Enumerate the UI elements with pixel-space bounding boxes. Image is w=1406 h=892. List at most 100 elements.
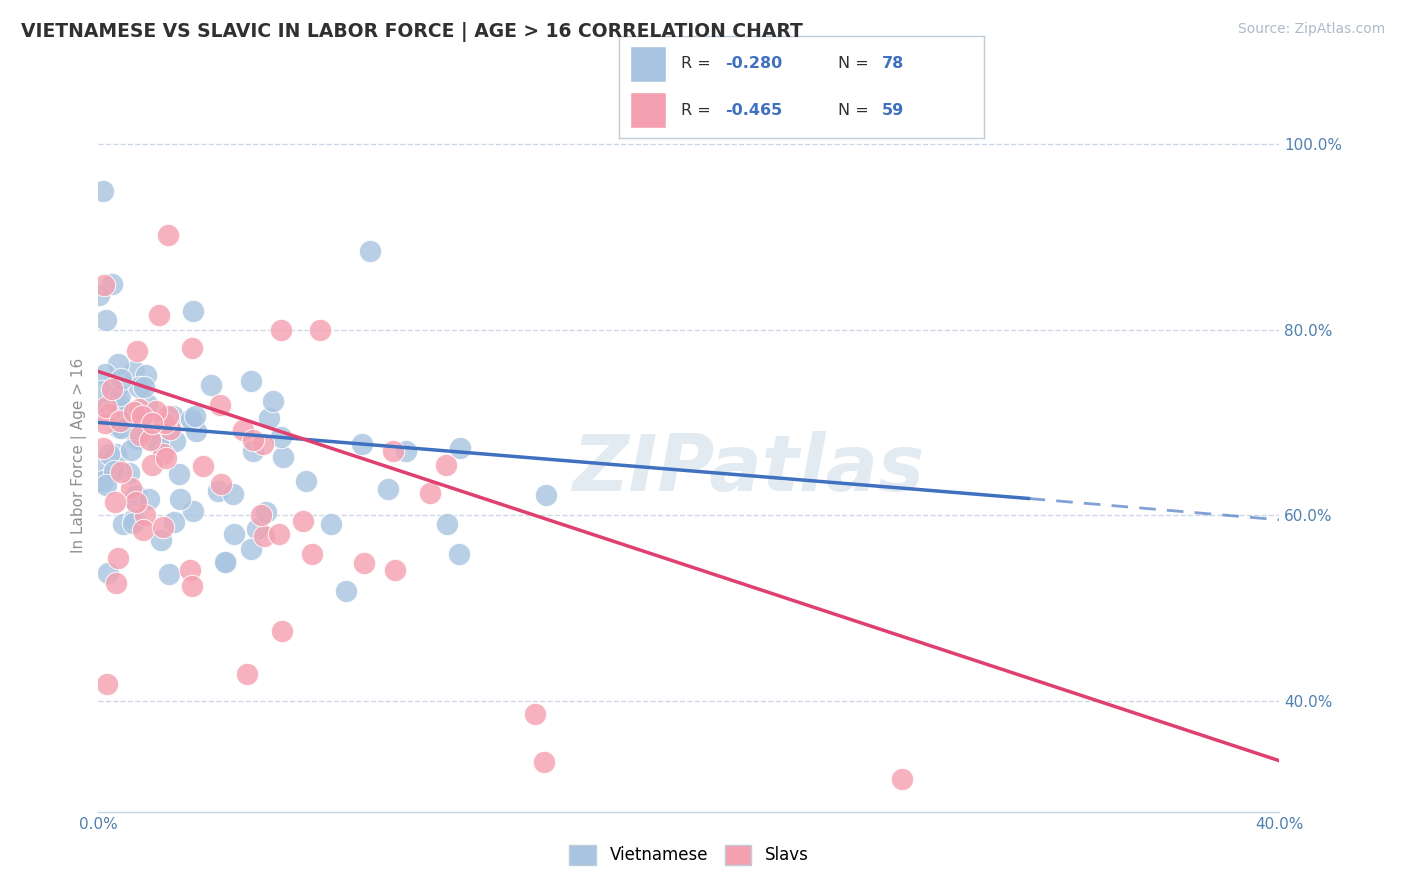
Point: [107, 357, 129, 371]
Point: [252, 437, 274, 451]
Point: [101, 277, 124, 292]
Point: [180, 412, 202, 426]
Text: ZIPatlas: ZIPatlas: [572, 431, 924, 508]
Point: [93, 399, 115, 413]
Point: [249, 508, 271, 523]
Point: [91, 474, 114, 488]
Point: [384, 563, 406, 577]
Point: [104, 495, 127, 509]
Point: [139, 434, 162, 448]
Point: [156, 409, 179, 423]
Point: [246, 522, 269, 536]
Point: [257, 411, 280, 425]
Y-axis label: In Labor Force | Age > 16: In Labor Force | Age > 16: [72, 358, 87, 552]
Text: N =: N =: [838, 103, 875, 118]
Point: [98, 447, 121, 461]
Point: [157, 567, 180, 582]
Text: R =: R =: [681, 56, 716, 71]
Point: [186, 424, 208, 438]
Point: [254, 505, 277, 519]
Point: [96, 677, 118, 691]
Point: [200, 377, 222, 392]
Point: [108, 388, 131, 402]
Point: [131, 523, 153, 537]
Point: [108, 408, 131, 422]
Point: [321, 517, 343, 532]
Point: [96, 400, 118, 414]
Point: [148, 435, 170, 450]
Point: [98, 408, 121, 422]
Point: [524, 707, 547, 722]
Point: [207, 484, 229, 499]
Point: [148, 309, 170, 323]
Text: R =: R =: [681, 103, 716, 118]
Point: [122, 363, 145, 377]
Text: 59: 59: [882, 103, 904, 118]
Point: [125, 488, 148, 502]
Point: [94, 416, 117, 430]
Point: [104, 384, 127, 399]
Point: [180, 341, 202, 355]
Point: [132, 380, 155, 394]
Point: [208, 398, 231, 412]
Point: [152, 520, 174, 534]
Point: [253, 529, 276, 543]
Point: [295, 474, 318, 488]
Point: [239, 374, 262, 388]
Point: [271, 450, 294, 464]
Point: [183, 504, 205, 518]
Point: [163, 516, 186, 530]
Point: [169, 492, 191, 507]
Point: [434, 458, 457, 472]
Point: [291, 514, 314, 528]
Point: [169, 467, 191, 481]
Point: [93, 278, 115, 293]
Point: [267, 527, 290, 541]
Point: [110, 414, 132, 428]
Point: [377, 482, 399, 496]
Text: 78: 78: [882, 56, 904, 71]
Point: [128, 401, 150, 416]
Text: N =: N =: [838, 56, 875, 71]
Point: [350, 437, 373, 451]
Point: [240, 542, 263, 557]
Point: [127, 344, 149, 359]
Point: [122, 512, 145, 526]
Point: [150, 533, 173, 547]
Point: [359, 244, 381, 258]
Point: [309, 323, 332, 337]
Point: [110, 465, 132, 479]
Bar: [630, 92, 666, 128]
Point: [96, 312, 118, 326]
Point: [112, 516, 135, 531]
Point: [128, 380, 150, 394]
Point: [110, 421, 132, 435]
Point: [270, 624, 292, 638]
Point: [125, 495, 148, 509]
Point: [162, 409, 184, 423]
Point: [104, 447, 127, 461]
Point: [101, 382, 124, 396]
Point: [301, 547, 323, 561]
Point: [353, 556, 375, 570]
Point: [141, 416, 163, 430]
Point: [533, 755, 555, 769]
Point: [184, 409, 207, 424]
Point: [262, 393, 284, 408]
Point: [395, 444, 418, 458]
Point: [124, 404, 146, 418]
Point: [134, 508, 156, 523]
Text: -0.280: -0.280: [724, 56, 782, 71]
Point: [180, 579, 202, 593]
Point: [94, 367, 117, 381]
Point: [110, 372, 132, 386]
Point: [193, 458, 215, 473]
Point: [90, 459, 112, 474]
Point: [103, 394, 125, 409]
Point: [157, 228, 180, 243]
Point: [145, 404, 167, 418]
Point: [335, 584, 357, 599]
Point: [449, 547, 471, 561]
Point: [146, 436, 169, 450]
Point: [96, 477, 118, 491]
